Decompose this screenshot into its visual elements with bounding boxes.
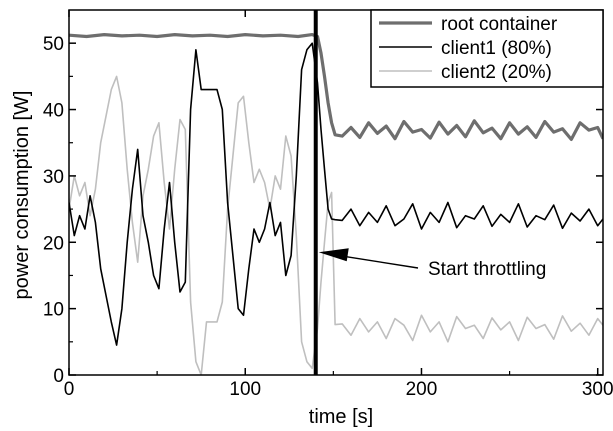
legend-label-1: client1 (80%) bbox=[441, 38, 552, 59]
annotation-arrow-head bbox=[318, 248, 349, 262]
series-line-2 bbox=[69, 75, 603, 375]
x-tick-label-1: 100 bbox=[229, 379, 261, 400]
y-tick-label-3: 30 bbox=[43, 167, 64, 188]
x-tick-label-0: 0 bbox=[64, 379, 75, 400]
x-tick-label-3: 300 bbox=[582, 379, 613, 400]
y-tick-label-5: 50 bbox=[43, 34, 64, 55]
y-tick-label-1: 10 bbox=[43, 300, 64, 321]
series-line-0 bbox=[69, 32, 603, 141]
legend: root container client1 (80%) client2 (20%) bbox=[370, 9, 604, 88]
axis-ticks: 0 100 200 300 0 10 20 30 40 50 bbox=[43, 10, 613, 400]
y-tick-label-0: 0 bbox=[53, 366, 64, 387]
x-axis-label: time [s] bbox=[309, 406, 373, 428]
y-axis-label: power consumption [W] bbox=[11, 91, 33, 300]
annotation-text: Start throttling bbox=[428, 259, 546, 280]
y-tick-label-2: 20 bbox=[43, 233, 64, 254]
x-tick-label-2: 200 bbox=[406, 379, 438, 400]
series-line-1 bbox=[69, 42, 603, 346]
legend-label-2: client2 (20%) bbox=[441, 62, 552, 83]
plot-frame bbox=[68, 9, 604, 376]
throttle-annotation: Start throttling bbox=[318, 248, 546, 280]
y-tick-label-4: 40 bbox=[43, 101, 64, 122]
legend-label-0: root container bbox=[441, 14, 558, 35]
plot-area bbox=[68, 9, 604, 376]
annotation-arrow-shaft bbox=[336, 254, 419, 269]
